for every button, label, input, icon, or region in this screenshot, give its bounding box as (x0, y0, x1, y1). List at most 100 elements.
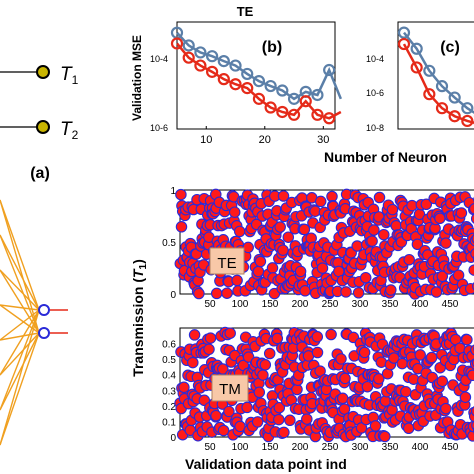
chart-tm-point-419 (425, 351, 438, 364)
net-connection-15 (0, 332, 40, 446)
chart-te-label-box (209, 247, 245, 275)
chart-tm-point-331 (373, 373, 385, 385)
chart-tm-xtick-150: 150 (262, 442, 279, 453)
chart-c-blue-point-0 (397, 26, 411, 39)
chart-te-xtick-450: 450 (442, 299, 459, 310)
chart-c-ytick-1e-8: 10-8 (366, 123, 384, 133)
chart-te-point-78 (221, 287, 233, 299)
chart-te-point-490 (468, 264, 474, 276)
chart-tm-xtick-350: 350 (382, 442, 399, 453)
chart-tm-points (174, 326, 474, 443)
chart-te-point-354 (386, 203, 399, 216)
chart-b-blue-point-9 (276, 84, 289, 97)
chart-tm-ytick-3: 0.3 (162, 386, 176, 397)
chart-b-ylabel: Validation MSE (130, 35, 144, 121)
chart-te-point-433 (434, 212, 446, 225)
net-connection-3 (0, 234, 40, 334)
chart-te-point-469 (455, 207, 468, 219)
chart-tm-point-493 (470, 344, 474, 356)
panel-label-c: (c) (440, 39, 460, 56)
chart-b-blue-point-4 (217, 55, 230, 68)
chart-tm-ytick-1: 0.1 (162, 417, 176, 428)
chart-tm-point-111 (241, 401, 253, 414)
chart-tm-point-81 (223, 405, 235, 418)
network-connections (0, 199, 40, 446)
chart-b-red-point-5 (229, 78, 242, 91)
chart-tm-point-437 (436, 375, 449, 388)
chart-tm-point-138 (257, 369, 269, 381)
chart-te-xtick-100: 100 (232, 299, 249, 310)
chart-tm-point-494 (471, 406, 474, 417)
chart-b-blue-point-6 (241, 67, 254, 81)
chart-tm-point-271 (336, 392, 349, 405)
chart-b-red-point-7 (252, 92, 266, 105)
chart-c-blue-point-1 (410, 42, 423, 55)
chart-tm-xtick-400: 400 (412, 442, 429, 453)
chart-tm-point-251 (325, 328, 337, 341)
chart-tm-point-342 (379, 395, 392, 407)
chart-b-blue-point-2 (194, 46, 207, 59)
chart-te-point-237 (316, 262, 329, 274)
chart-te-point-339 (378, 228, 390, 241)
net-connection-10 (0, 309, 40, 376)
chart-c-blue-point-5 (461, 102, 474, 115)
chart-tm-point-487 (466, 369, 474, 382)
chart-tm-ytick-5: 0.5 (162, 355, 176, 366)
chart-b-xticks: 10 20 30 (200, 126, 329, 146)
shared-ylabel: Transmission (T1) (130, 259, 149, 377)
panel-label-b: (b) (262, 39, 282, 56)
chart-te-point-295 (351, 240, 363, 252)
chart-te-point-320 (366, 235, 378, 247)
chart-b-red-point-6 (241, 82, 254, 95)
chart-te-point-395 (411, 238, 424, 251)
chart-c-red-point-0 (397, 37, 411, 51)
chart-tm-ytick-6: 0.6 (162, 340, 176, 351)
chart-tm-ytick-4: 0.4 (162, 371, 176, 382)
chart-tm-point-165 (273, 401, 286, 414)
chart-b-ytick-1e-6: 10-6 (150, 123, 168, 133)
chart-te-point-332 (373, 191, 386, 204)
chart-b: TE Validation MSE 10-4 10-6 10 20 30 (b) (130, 4, 343, 146)
chart-b-blue-point-10 (287, 92, 301, 105)
chart-te-point-309 (359, 271, 372, 284)
chart-tm-point-325 (369, 420, 382, 432)
chart-te-point-134 (254, 255, 267, 268)
chart-b-frame (176, 21, 336, 130)
chart-b-red-point-8 (264, 101, 277, 114)
chart-te-point-1 (175, 188, 187, 201)
chart-te-point-382 (403, 253, 415, 266)
chart-te-point-130 (252, 265, 265, 278)
net-connection-1 (0, 199, 40, 334)
net-connection-13 (0, 332, 40, 411)
chart-tm-point-268 (335, 353, 347, 365)
chart-tm-point-312 (361, 380, 374, 393)
chart-b-blue-point-1 (182, 39, 195, 52)
net-connection-5 (0, 269, 40, 334)
chart-te-point-410 (420, 198, 433, 211)
chart-c-xlabel: Number of Neuron (324, 149, 447, 165)
chart-c: 10-4 10-6 10-8 (c) Number of Neuron (324, 21, 474, 165)
chart-b-blue-point-8 (264, 79, 277, 93)
chart-tm: 0 0.1 0.2 0.3 0.4 0.5 0.6 50 100 150 200 250 300 350… (162, 326, 474, 472)
chart-c-red-point-5 (461, 114, 474, 128)
net-connection-12 (0, 309, 40, 411)
chart-tm-point-129 (251, 416, 264, 428)
output-node-t2 (36, 120, 50, 134)
chart-te-point-351 (385, 284, 397, 296)
chart-te-point-201 (294, 265, 307, 278)
chart-c-blue-point-2 (423, 64, 436, 77)
chart-tm-point-370 (396, 357, 408, 370)
chart-c-red-point-4 (448, 110, 461, 123)
chart-te-point-91 (228, 206, 241, 218)
chart-b-blue-point-12 (311, 88, 324, 102)
chart-te-point-207 (298, 223, 311, 236)
chart-tm-point-6 (178, 381, 190, 394)
chart-tm-point-149 (263, 347, 276, 360)
net-connection-11 (0, 332, 40, 376)
chart-b-red-point-10 (287, 108, 301, 121)
chart-te-point-427 (430, 286, 443, 298)
chart-te-point-180 (282, 231, 295, 243)
chart-tm-point-478 (461, 333, 473, 346)
chart-b-blue-point-13 (323, 63, 336, 77)
chart-c-blue-point-3 (435, 80, 449, 93)
